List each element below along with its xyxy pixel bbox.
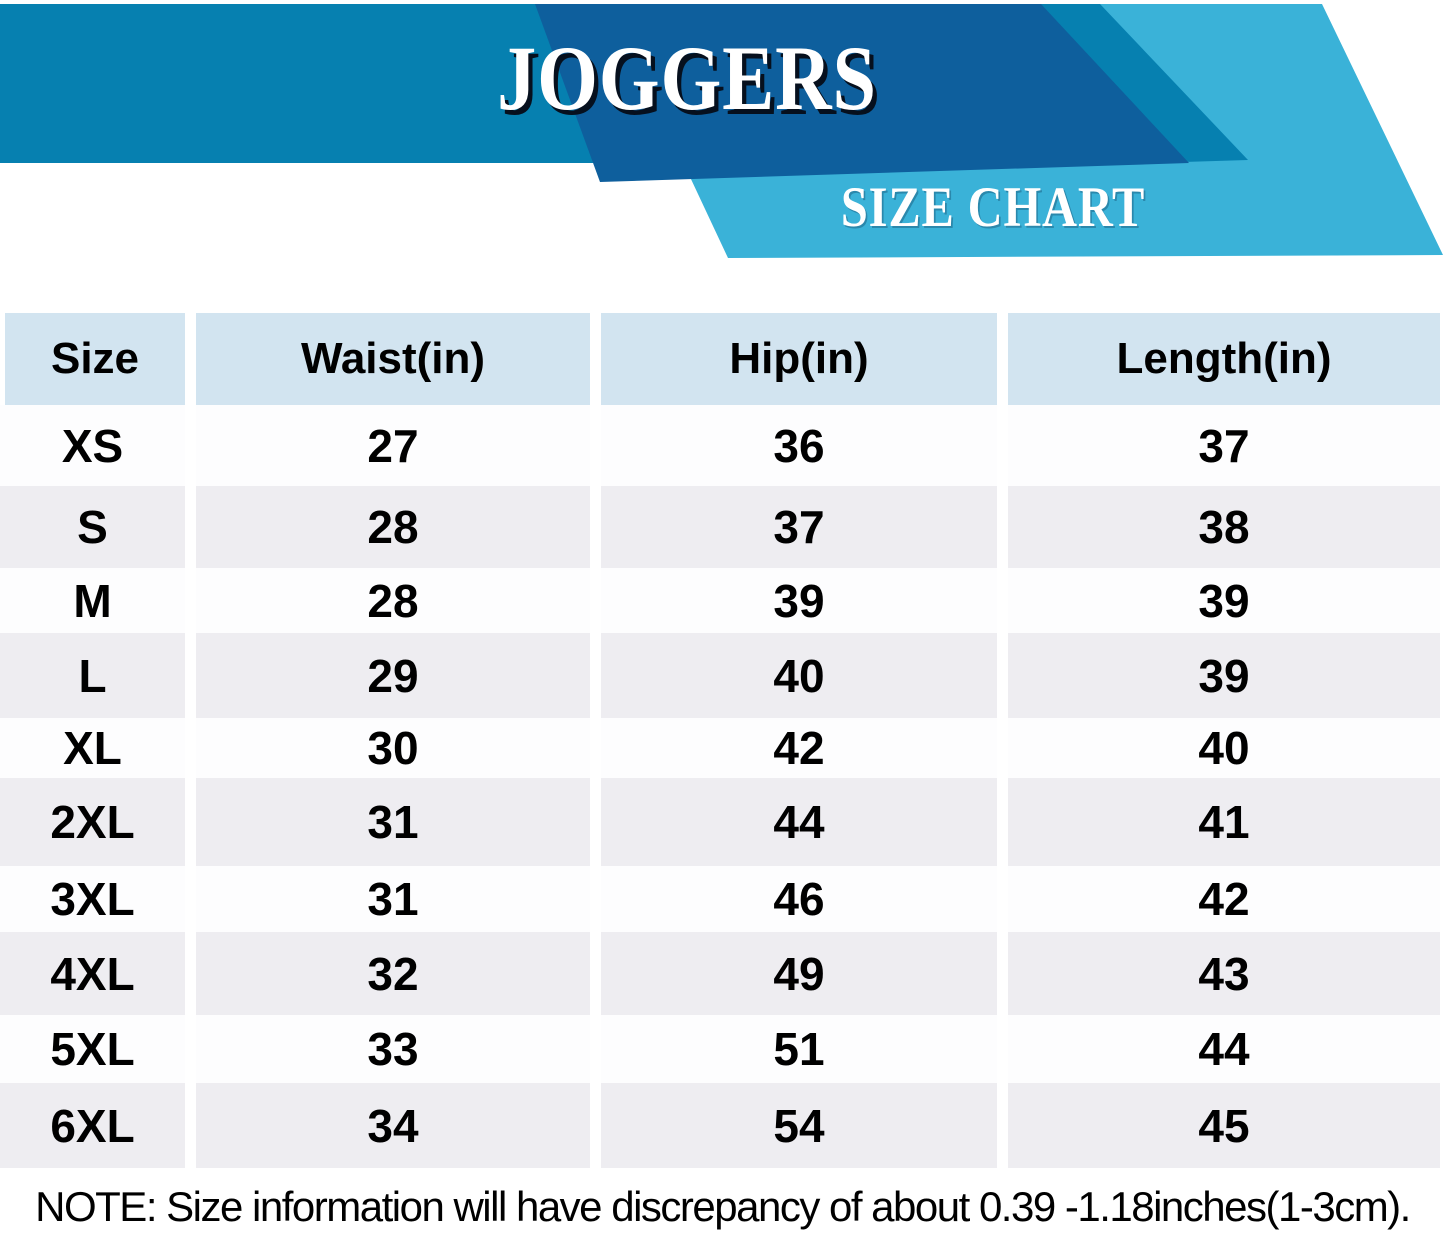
size-table: Size Waist(in) Hip(in) Length(in) XS 27 … [0,313,1440,1168]
hip-value: 51 [601,1015,997,1083]
waist-value: 34 [196,1083,590,1168]
header-waist: Waist(in) [196,313,590,405]
table-row-m: M 28 39 39 [0,568,1440,633]
length-value: 45 [1008,1083,1440,1168]
table-row-xs: XS 27 36 37 [0,405,1440,486]
size-label: S [0,486,185,568]
table-row-3xl: 3XL 31 46 42 [0,866,1440,932]
length-value: 44 [1008,1015,1440,1083]
size-label: L [0,633,185,718]
table-header-row: Size Waist(in) Hip(in) Length(in) [0,313,1440,405]
note-text: NOTE: Size information will have discrep… [35,1183,1411,1230]
size-label: XS [0,405,185,486]
size-label: 4XL [0,932,185,1015]
length-value: 38 [1008,486,1440,568]
page-subtitle: SIZE CHART [840,176,1146,239]
header-hip: Hip(in) [601,313,997,405]
waist-value: 31 [196,778,590,866]
waist-value: 30 [196,718,590,778]
header-length: Length(in) [1008,313,1440,405]
size-label: 2XL [0,778,185,866]
hip-value: 54 [601,1083,997,1168]
table-row-6xl: 6XL 34 54 45 [0,1083,1440,1168]
length-value: 42 [1008,866,1440,932]
hip-value: 44 [601,778,997,866]
hip-value: 39 [601,568,997,633]
size-label: 3XL [0,866,185,932]
table-row-l: L 29 40 39 [0,633,1440,718]
size-label: 5XL [0,1015,185,1083]
size-label: 6XL [0,1083,185,1168]
length-value: 43 [1008,932,1440,1015]
hip-value: 42 [601,718,997,778]
size-label: M [0,568,185,633]
size-label: XL [0,718,185,778]
length-value: 41 [1008,778,1440,866]
banner: JOGGERS SIZE CHART [0,0,1445,310]
table-row-2xl: 2XL 31 44 41 [0,778,1440,866]
waist-value: 28 [196,486,590,568]
hip-value: 36 [601,405,997,486]
table-row-s: S 28 37 38 [0,486,1440,568]
waist-value: 27 [196,405,590,486]
waist-value: 29 [196,633,590,718]
table-row-4xl: 4XL 32 49 43 [0,932,1440,1015]
length-value: 37 [1008,405,1440,486]
page-title: JOGGERS [497,27,877,129]
waist-value: 31 [196,866,590,932]
hip-value: 40 [601,633,997,718]
hip-value: 49 [601,932,997,1015]
length-value: 40 [1008,718,1440,778]
waist-value: 32 [196,932,590,1015]
length-value: 39 [1008,633,1440,718]
length-value: 39 [1008,568,1440,633]
hip-value: 46 [601,866,997,932]
table-row-5xl: 5XL 33 51 44 [0,1015,1440,1083]
waist-value: 33 [196,1015,590,1083]
waist-value: 28 [196,568,590,633]
hip-value: 37 [601,486,997,568]
table-row-xl: XL 30 42 40 [0,718,1440,778]
header-size: Size [5,313,185,405]
